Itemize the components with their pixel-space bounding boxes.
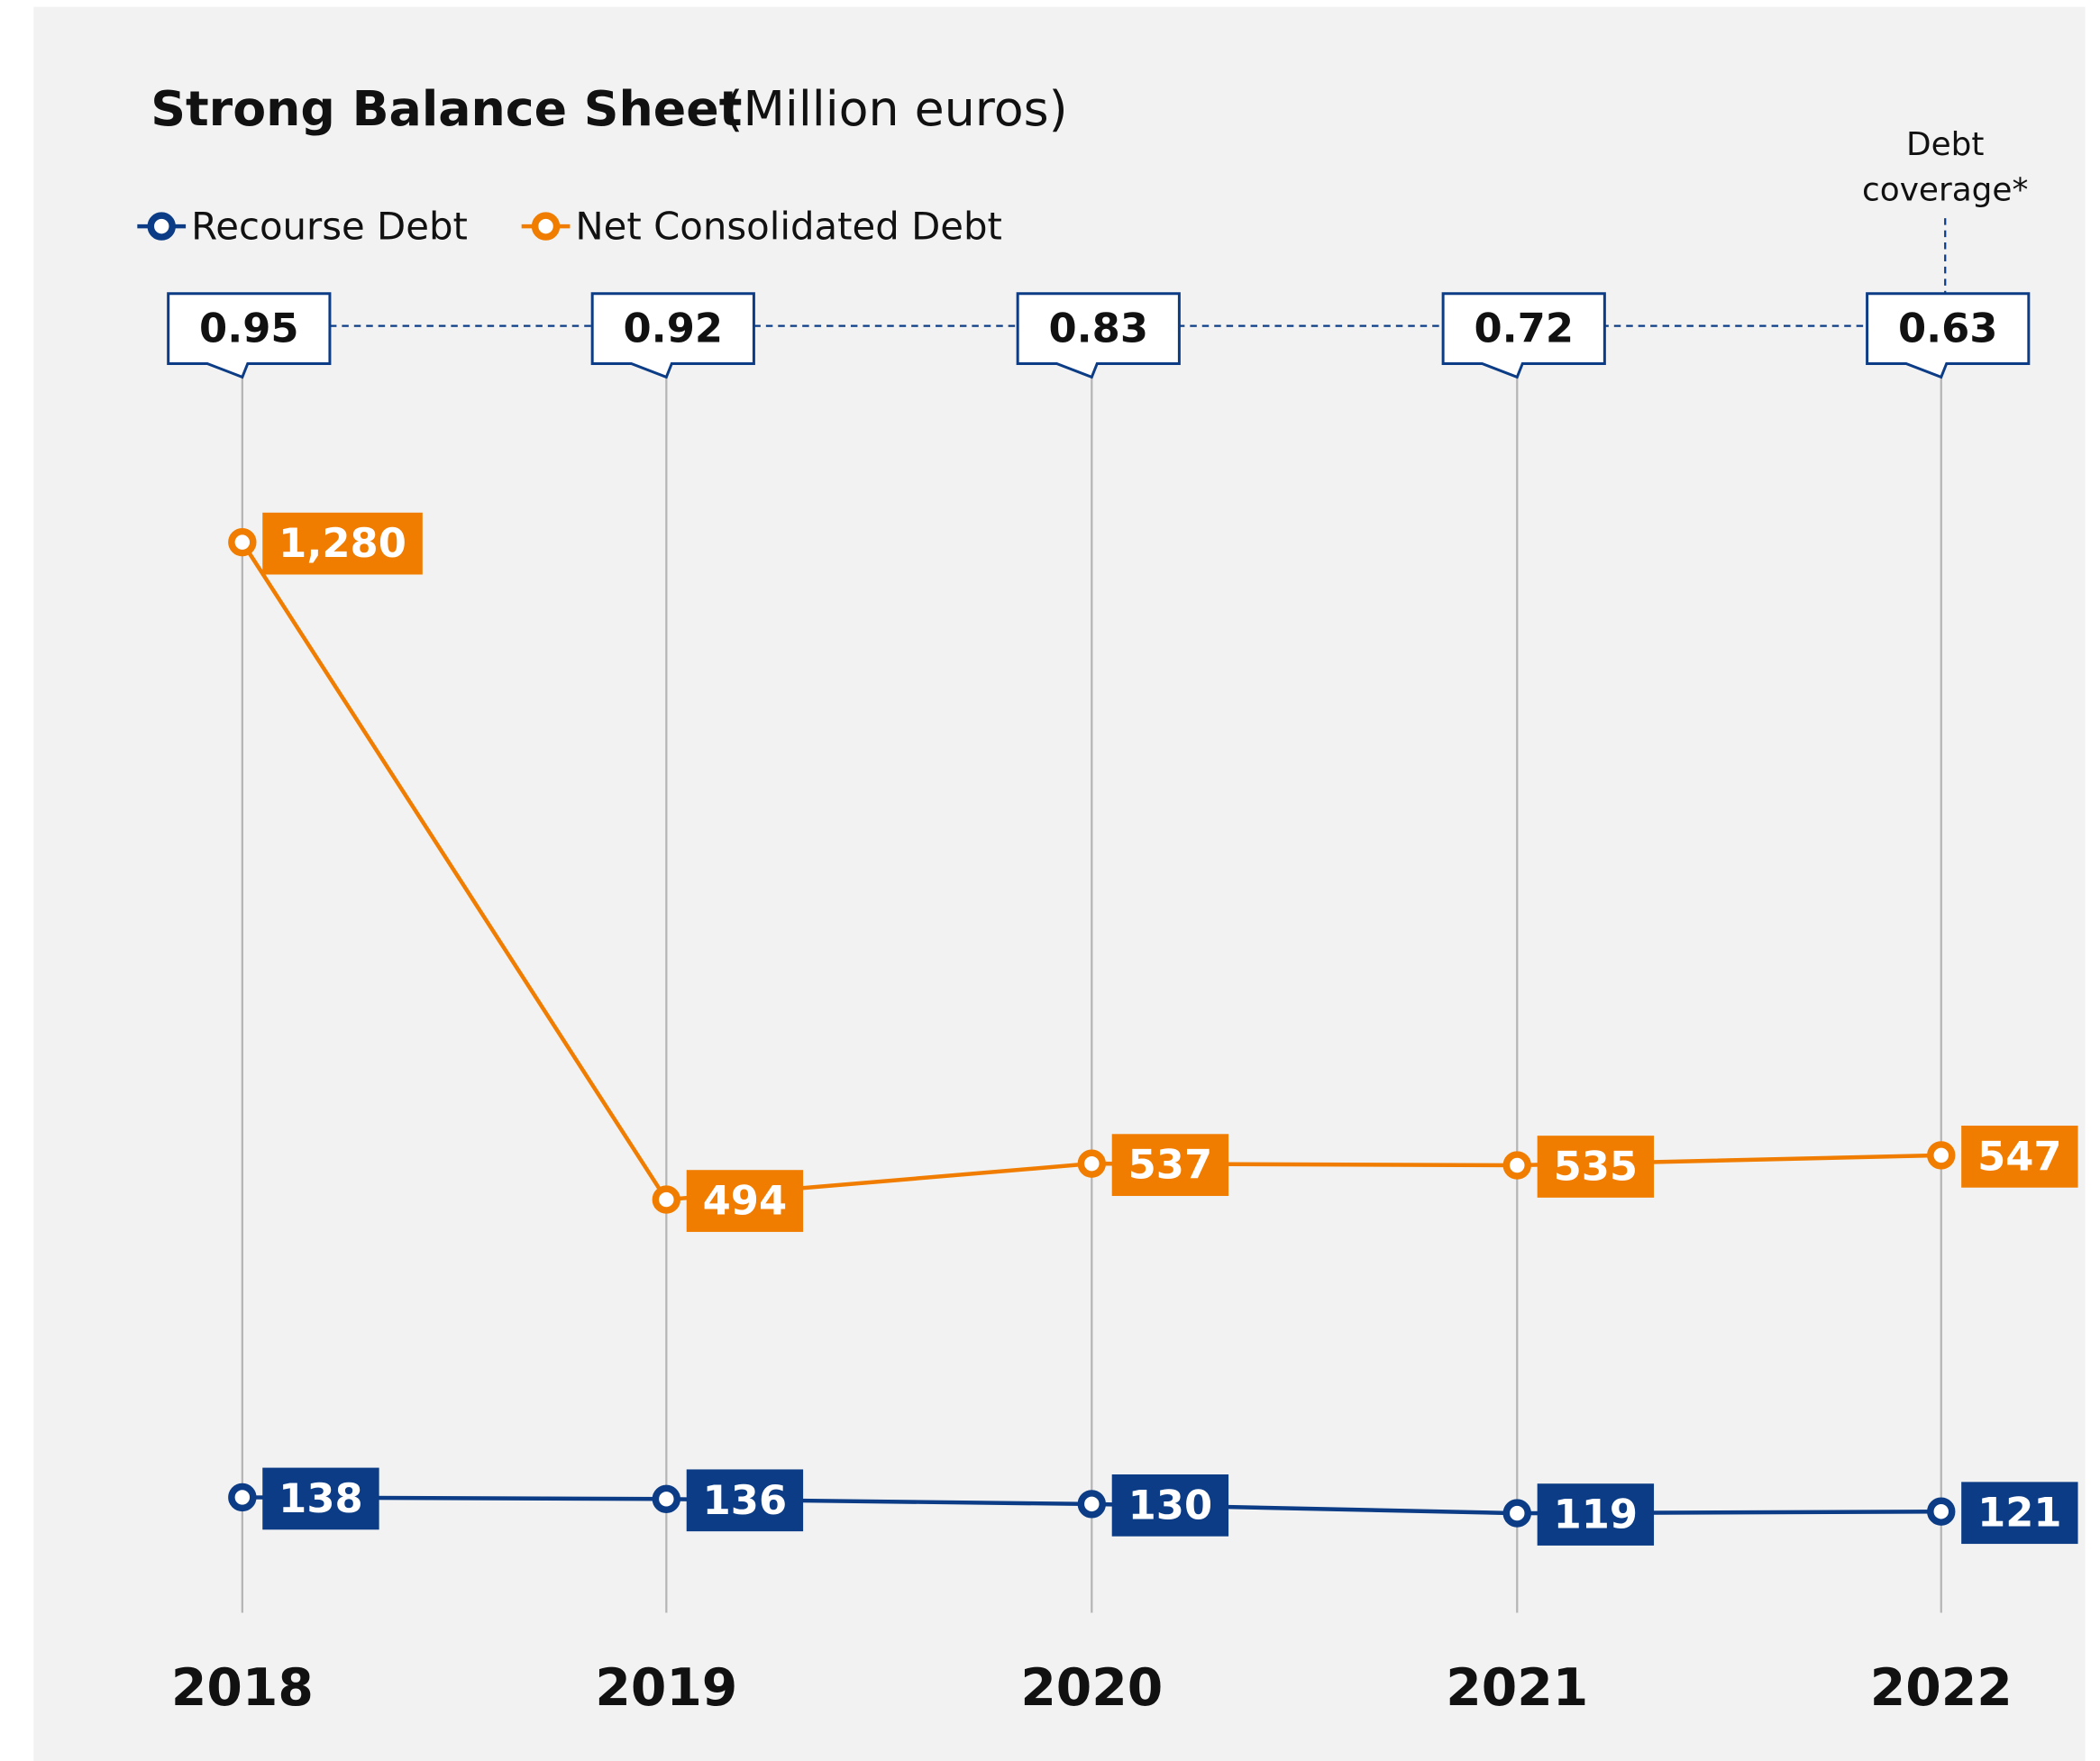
legend-label: Net Consolidated Debt — [575, 205, 1002, 249]
coverage-label: 0.92 — [624, 305, 724, 352]
legend-label: Recourse Debt — [191, 205, 468, 249]
data-point — [652, 1484, 681, 1513]
chart-subtitle: (Million euros) — [725, 80, 1068, 137]
x-tick-label: 2019 — [595, 1658, 737, 1718]
value-label: 537 — [1128, 1141, 1213, 1189]
legend-marker — [147, 212, 176, 241]
coverage-label: 0.72 — [1474, 305, 1574, 352]
x-tick-label: 2022 — [1870, 1658, 2013, 1718]
value-label-box — [686, 1469, 804, 1532]
data-point — [1502, 1499, 1531, 1528]
data-point — [652, 1185, 681, 1214]
value-label-box — [686, 1170, 804, 1232]
value-label-box — [1111, 1134, 1229, 1197]
value-label: 136 — [703, 1476, 788, 1524]
legend-marker — [531, 212, 561, 241]
value-label-box — [262, 1467, 379, 1530]
value-label-box — [262, 512, 423, 575]
value-label-box — [1537, 1483, 1655, 1546]
coverage-box — [167, 292, 332, 379]
value-label-box — [1537, 1136, 1655, 1198]
value-label: 138 — [278, 1474, 363, 1522]
coverage-box — [1016, 292, 1181, 379]
annotation-box: Debt coverage* — [1862, 125, 2029, 209]
coverage-box — [1441, 292, 1606, 379]
x-tick-label: 2021 — [1446, 1658, 1588, 1718]
value-label-box — [1961, 1482, 2078, 1545]
data-point — [1077, 1149, 1106, 1178]
value-label: 1,280 — [278, 519, 406, 567]
data-point — [228, 1483, 257, 1512]
data-point — [1502, 1151, 1531, 1180]
value-label: 547 — [1977, 1132, 2062, 1180]
coverage-box — [590, 292, 755, 379]
coverage-label: 0.95 — [199, 305, 299, 352]
value-label: 494 — [703, 1177, 788, 1225]
data-point — [228, 527, 257, 557]
value-label: 535 — [1554, 1143, 1639, 1191]
x-tick-label: 2018 — [171, 1658, 314, 1718]
value-label: 130 — [1128, 1481, 1213, 1528]
annotation: Debt coverage* — [1862, 125, 2029, 209]
value-label: 119 — [1554, 1491, 1639, 1538]
data-point — [1927, 1141, 1956, 1170]
value-label-box — [1111, 1474, 1229, 1537]
coverage-label: 0.83 — [1049, 305, 1149, 352]
data-point — [1927, 1497, 1956, 1526]
data-point — [1077, 1490, 1106, 1519]
value-label-box — [1961, 1126, 2078, 1188]
x-tick-label: 2020 — [1020, 1658, 1163, 1718]
value-label: 121 — [1977, 1489, 2062, 1537]
coverage-box — [1866, 292, 2031, 379]
coverage-label: 0.63 — [1898, 305, 1998, 352]
chart-title: Strong Balance Sheet — [151, 80, 742, 137]
